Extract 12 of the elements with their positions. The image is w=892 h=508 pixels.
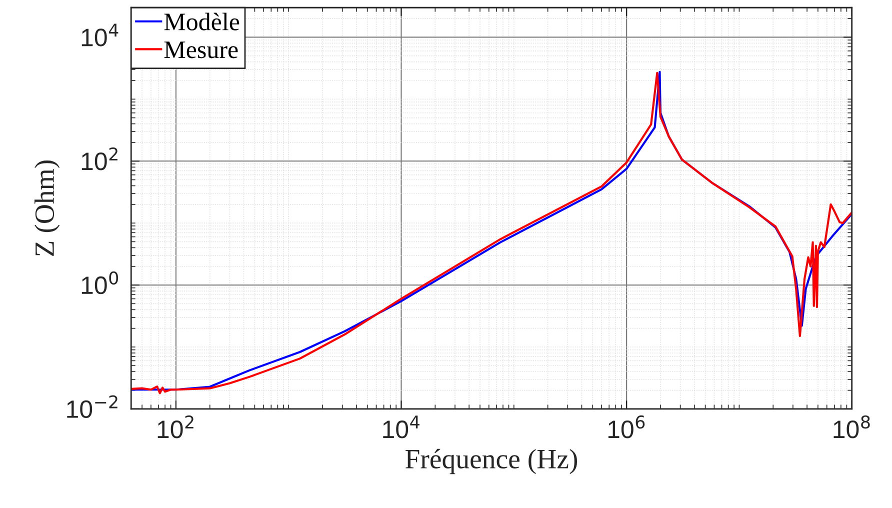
x-tick-label: 10$^{6}$: [608, 415, 645, 438]
x-axis-title: Fréquence (Hz): [406, 448, 578, 474]
x-tick-label: 10$^{8}$: [834, 415, 870, 438]
x-tick-label: 10$^{4}$: [383, 416, 420, 438]
y-axis-title: Z (Ohm): [34, 160, 60, 256]
x-tick-label: 10$^{2}$: [158, 415, 194, 438]
legend-label: Modèle: [164, 12, 240, 30]
y-tick-label: 10$^{−2}$: [67, 395, 118, 418]
legend-label: Mesure: [164, 42, 238, 58]
y-tick-label: 10$^{0}$: [82, 271, 118, 294]
y-tick-label: 10$^{2}$: [82, 147, 118, 170]
y-tick-label: 10$^{4}$: [82, 24, 118, 46]
